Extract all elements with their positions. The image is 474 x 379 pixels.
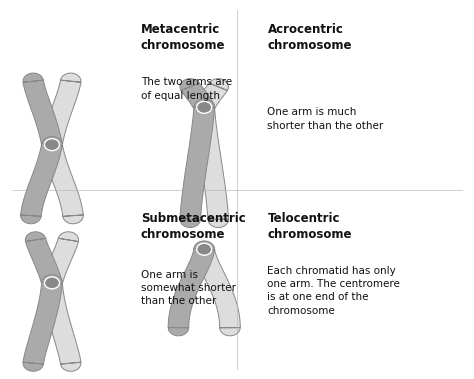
Circle shape xyxy=(45,277,59,289)
Text: One arm is
somewhat shorter
than the other: One arm is somewhat shorter than the oth… xyxy=(141,270,236,306)
Polygon shape xyxy=(194,78,228,116)
Polygon shape xyxy=(20,136,62,224)
Circle shape xyxy=(45,139,59,151)
Polygon shape xyxy=(23,275,62,371)
Polygon shape xyxy=(194,99,228,227)
Polygon shape xyxy=(42,136,83,224)
Polygon shape xyxy=(42,73,81,153)
Polygon shape xyxy=(42,275,81,371)
Polygon shape xyxy=(23,73,62,153)
Circle shape xyxy=(197,243,212,255)
Polygon shape xyxy=(26,232,62,291)
Text: Submetacentric
chromosome: Submetacentric chromosome xyxy=(141,212,246,241)
Text: One arm is much
shorter than the other: One arm is much shorter than the other xyxy=(267,107,383,130)
Polygon shape xyxy=(180,78,215,116)
Text: The two arms are
of equal length: The two arms are of equal length xyxy=(141,77,232,101)
Polygon shape xyxy=(42,232,79,291)
Circle shape xyxy=(197,101,212,113)
Text: Metacentric
chromosome: Metacentric chromosome xyxy=(141,23,226,52)
Text: Telocentric
chromosome: Telocentric chromosome xyxy=(267,212,352,241)
Text: Acrocentric
chromosome: Acrocentric chromosome xyxy=(267,23,352,52)
Polygon shape xyxy=(180,99,215,227)
Text: Each chromatid has only
one arm. The centromere
is at one end of the
chromosome: Each chromatid has only one arm. The cen… xyxy=(267,266,401,316)
Polygon shape xyxy=(194,241,240,336)
Polygon shape xyxy=(168,241,214,336)
